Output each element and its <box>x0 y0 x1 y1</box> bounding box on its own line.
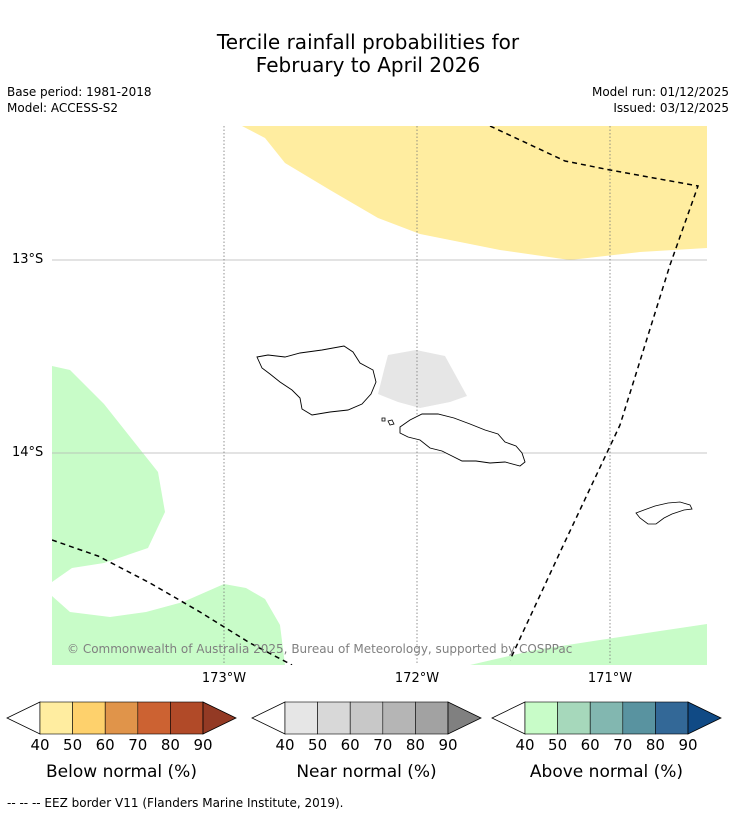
colorbar-2-segment-1 <box>557 701 591 735</box>
meta-right: Model run: 01/12/2025 Issued: 03/12/2025 <box>592 84 729 116</box>
title-line-1: Tercile rainfall probabilities for <box>216 30 520 54</box>
below-normal-region <box>242 126 707 260</box>
eez-footnote: -- -- -- EEZ border V11 (Flanders Marine… <box>7 796 344 810</box>
colorbar-2-label: Above normal (%) <box>529 762 684 782</box>
colorbar-2-tick-1: 50 <box>548 736 568 754</box>
colorbar-1-tick-4: 80 <box>405 736 425 754</box>
island-tutuila <box>635 501 693 525</box>
colorbar-2-segment-0 <box>524 701 558 735</box>
eez-border <box>52 126 700 665</box>
base-period: Base period: 1981-2018 <box>7 85 152 99</box>
title-line-2: February to April 2026 <box>255 53 481 77</box>
above-normal-region-west <box>52 366 165 582</box>
model-run: Model run: 01/12/2025 <box>591 85 729 99</box>
copyright-notice: © Commonwealth of Australia 2025, Bureau… <box>67 642 573 656</box>
colorbar-1-tick-5: 90 <box>438 736 458 754</box>
colorbar-0-label: Below normal (%) <box>46 762 197 782</box>
island-apolima <box>381 417 386 422</box>
colorbar-2-segment-4 <box>655 701 689 735</box>
colorbar-0-segment-4 <box>170 701 204 735</box>
lat-label-14s: 14°S <box>12 445 44 460</box>
colorbar-2-tick-5: 90 <box>678 736 698 754</box>
colorbar-1-segment-0 <box>284 701 318 735</box>
issued-date: Issued: 03/12/2025 <box>613 101 729 115</box>
colorbar-2-tick-4: 80 <box>645 736 665 754</box>
colorbar-0-low-extension <box>6 701 41 735</box>
eez-border-north-east <box>489 126 700 661</box>
lon-label-171w: 171°W <box>587 671 633 686</box>
island-upolu <box>399 413 526 467</box>
colorbar-1-tick-2: 60 <box>340 736 360 754</box>
map-area <box>52 126 707 665</box>
colorbar-1-tick-3: 70 <box>373 736 393 754</box>
colorbar-1-high-extension <box>447 701 482 735</box>
colorbar-0-tick-5: 90 <box>193 736 213 754</box>
colorbar-1-segment-4 <box>415 701 449 735</box>
colorbar-2-high-extension <box>687 701 722 735</box>
lon-label-173w: 173°W <box>201 671 247 686</box>
map-title: Tercile rainfall probabilities for Febru… <box>0 31 736 77</box>
colorbar-2-segment-3 <box>622 701 656 735</box>
colorbar-legend <box>6 701 722 735</box>
above-normal-region-southwest <box>52 584 285 665</box>
colorbar-1-segment-2 <box>349 701 384 735</box>
colorbar-2-tick-3: 70 <box>613 736 633 754</box>
colorbar-1-label: Near normal (%) <box>296 762 437 782</box>
gridlines <box>52 126 707 665</box>
meta-left: Base period: 1981-2018 Model: ACCESS-S2 <box>7 84 152 116</box>
colorbar-2-low-extension <box>491 701 526 735</box>
colorbar-0-segment-2 <box>104 701 139 735</box>
colorbar-2-tick-0: 40 <box>515 736 535 754</box>
colorbar-2-segment-2 <box>589 701 624 735</box>
eez-border-southwest <box>52 539 293 665</box>
colorbar-0-tick-2: 60 <box>95 736 115 754</box>
island-savaii <box>256 345 377 416</box>
colorbar-1-tick-0: 40 <box>275 736 295 754</box>
colorbar-1-low-extension <box>251 701 286 735</box>
colorbar-0-tick-1: 50 <box>63 736 83 754</box>
colorbar-0-segment-0 <box>39 701 73 735</box>
lon-label-172w: 172°W <box>394 671 440 686</box>
colorbar-0-tick-0: 40 <box>30 736 50 754</box>
colorbar-0-tick-4: 80 <box>160 736 180 754</box>
colorbar-0-tick-3: 70 <box>128 736 148 754</box>
island-manono <box>387 419 395 426</box>
lat-label-13s: 13°S <box>12 252 44 267</box>
colorbar-0-high-extension <box>202 701 237 735</box>
colorbar-1-tick-1: 50 <box>308 736 328 754</box>
colorbar-2-tick-2: 60 <box>580 736 600 754</box>
colorbar-0-segment-1 <box>72 701 106 735</box>
colorbar-0-segment-3 <box>137 701 171 735</box>
model-name: Model: ACCESS-S2 <box>7 101 119 115</box>
colorbar-1-segment-3 <box>382 701 416 735</box>
above-normal-region-southeast <box>470 624 707 665</box>
colorbar-1-segment-1 <box>317 701 351 735</box>
near-normal-region <box>378 350 467 408</box>
